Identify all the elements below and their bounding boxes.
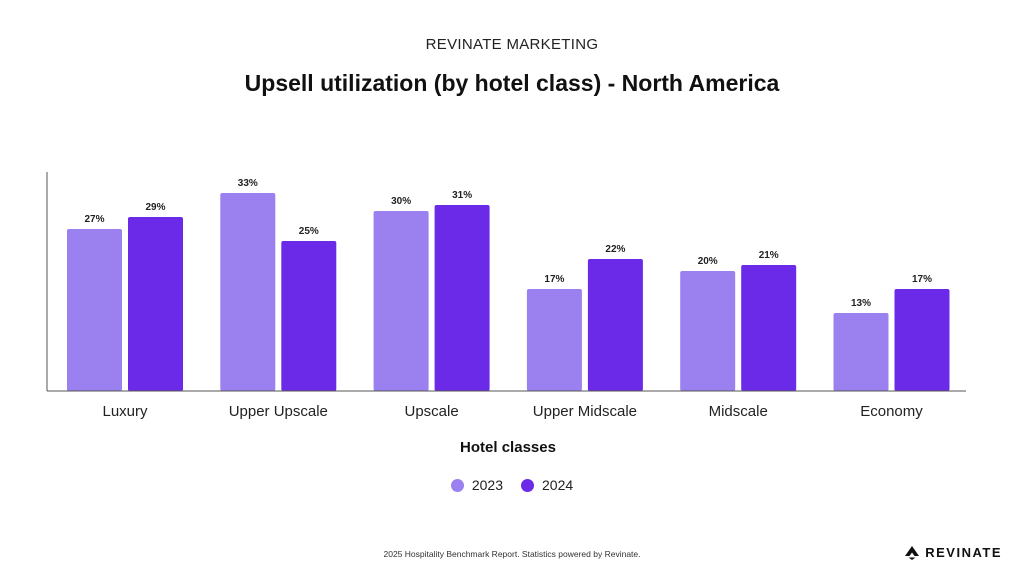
footer-note: 2025 Hospitality Benchmark Report. Stati… xyxy=(383,549,641,559)
chart-title: Upsell utilization (by hotel class) - No… xyxy=(244,70,780,96)
x-tick-label: Economy xyxy=(860,403,923,420)
legend-label-2023: 2023 xyxy=(471,477,503,493)
bar-2024-economy[interactable] xyxy=(894,289,950,391)
legend-item-2024[interactable]: 2024 xyxy=(521,477,573,493)
data-label: 17% xyxy=(544,274,564,285)
bar-2024-luxury[interactable] xyxy=(128,217,183,391)
data-label: 21% xyxy=(759,250,779,261)
x-tick-label: Midscale xyxy=(709,403,768,420)
data-label: 31% xyxy=(452,190,472,201)
data-label: 29% xyxy=(145,202,165,213)
report-kicker: REVINATE MARKETING xyxy=(425,36,599,53)
x-tick-label: Upper Upscale xyxy=(229,403,328,420)
data-label: 27% xyxy=(84,214,104,225)
x-tick-label: Luxury xyxy=(102,403,148,420)
data-label: 30% xyxy=(391,196,411,207)
x-axis-title: Hotel classes xyxy=(460,439,556,456)
legend-item-2023[interactable]: 2023 xyxy=(450,477,503,493)
data-label: 33% xyxy=(238,178,258,189)
bar-2024-upper-upscale[interactable] xyxy=(281,241,337,391)
legend-label-2024: 2024 xyxy=(542,477,574,493)
data-label: 22% xyxy=(605,244,625,255)
brand-logo[interactable]: REVINATE xyxy=(905,545,1002,560)
brand-name: REVINATE xyxy=(925,545,1002,560)
bar-2023-economy[interactable] xyxy=(833,313,889,391)
bar-2023-upper-upscale[interactable] xyxy=(220,193,276,391)
bar-2024-upscale[interactable] xyxy=(434,205,490,391)
bar-chart: 27% 29% Luxury 33% 25% Upper Upscale 30% 31% Ups… xyxy=(46,172,966,456)
legend-swatch-2024 xyxy=(521,478,534,492)
revinate-logo-icon xyxy=(905,545,920,560)
bar-2023-midscale[interactable] xyxy=(680,271,736,391)
data-label: 13% xyxy=(851,298,871,309)
legend-swatch-2023 xyxy=(450,478,464,492)
bar-2024-upper-midscale[interactable] xyxy=(587,259,643,391)
bar-2024-midscale[interactable] xyxy=(741,265,797,391)
chart-legend: 2023 2024 xyxy=(0,477,1024,493)
bar-2023-luxury[interactable] xyxy=(67,229,122,391)
bar-2023-upper-midscale[interactable] xyxy=(526,289,582,391)
x-tick-label: Upper Midscale xyxy=(533,403,637,420)
x-tick-label: Upscale xyxy=(404,403,458,420)
bar-2023-upscale[interactable] xyxy=(373,211,429,391)
data-label: 20% xyxy=(698,256,718,267)
data-label: 17% xyxy=(912,274,932,285)
data-label: 25% xyxy=(299,226,319,237)
